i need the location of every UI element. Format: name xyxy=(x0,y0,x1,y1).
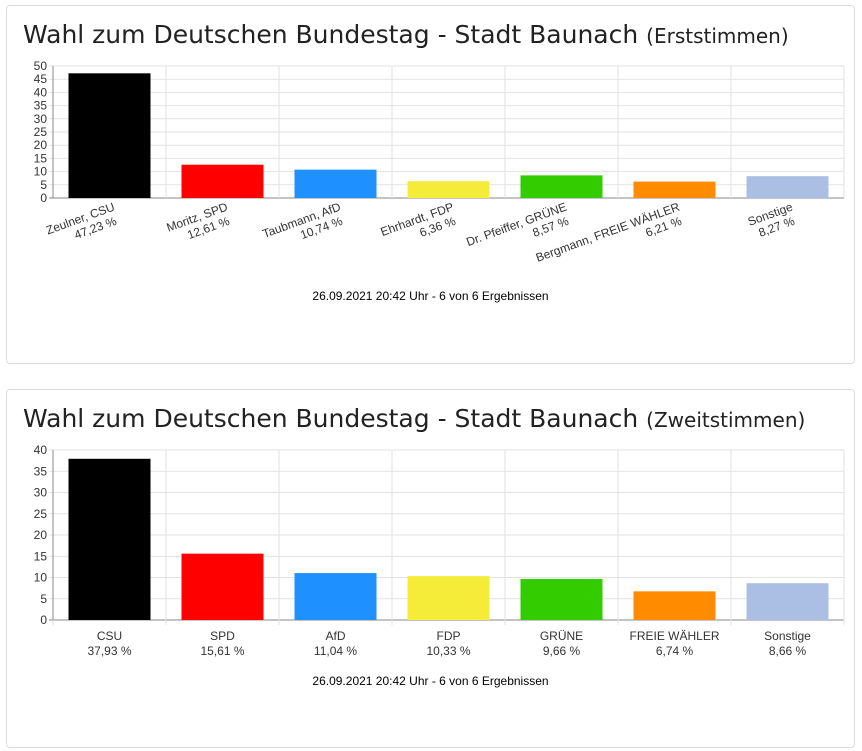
chart-card-erststimmen: Wahl zum Deutschen Bundestag - Stadt Bau… xyxy=(6,5,855,364)
y-tick-label: 35 xyxy=(34,99,48,113)
chart-subtitle: (Zweitstimmen) xyxy=(646,408,806,432)
y-tick-label: 5 xyxy=(40,592,47,606)
y-tick-label: 45 xyxy=(34,72,48,86)
chart-title: Wahl zum Deutschen Bundestag - Stadt Bau… xyxy=(23,20,789,49)
y-tick-label: 30 xyxy=(34,486,48,500)
chart-footer: 26.09.2021 20:42 Uhr - 6 von 6 Ergebniss… xyxy=(312,289,549,303)
y-tick-label: 25 xyxy=(34,125,48,139)
y-tick-label: 0 xyxy=(40,613,47,627)
data-label: 15,61 % xyxy=(200,644,244,658)
data-label: 37,93 % xyxy=(87,644,131,658)
chart-title: Wahl zum Deutschen Bundestag - Stadt Bau… xyxy=(23,404,806,433)
bar[interactable] xyxy=(68,458,151,620)
chart-subtitle: (Erststimmen) xyxy=(646,24,789,48)
bar[interactable] xyxy=(407,181,490,198)
bar[interactable] xyxy=(520,578,603,620)
y-tick-label: 30 xyxy=(34,112,48,126)
y-tick-label: 10 xyxy=(34,165,48,179)
y-tick-label: 20 xyxy=(34,528,48,542)
data-label: 11,04 % xyxy=(314,644,357,658)
x-tick-label: FDP xyxy=(437,629,461,643)
x-tick-label: FREIE WÄHLER xyxy=(629,629,719,643)
y-tick-label: 15 xyxy=(34,151,48,165)
y-tick-label: 35 xyxy=(34,464,48,478)
x-tick-label: AfD xyxy=(325,629,345,643)
bar[interactable] xyxy=(294,573,377,620)
bar[interactable] xyxy=(407,576,490,620)
bar[interactable] xyxy=(633,591,716,620)
x-tick-label: CSU xyxy=(97,629,122,643)
y-tick-label: 25 xyxy=(34,507,48,521)
y-tick-label: 5 xyxy=(40,178,47,192)
x-tick-label: Sonstige xyxy=(764,629,811,643)
y-tick-label: 20 xyxy=(34,138,48,152)
y-tick-label: 40 xyxy=(34,85,48,99)
bar[interactable] xyxy=(181,553,264,620)
bar[interactable] xyxy=(633,181,716,198)
chart-footer: 26.09.2021 20:42 Uhr - 6 von 6 Ergebniss… xyxy=(312,674,549,688)
chart-card-zweitstimmen: Wahl zum Deutschen Bundestag - Stadt Bau… xyxy=(6,389,855,748)
data-label: 8,66 % xyxy=(769,644,807,658)
data-label: 9,66 % xyxy=(543,644,581,658)
y-tick-label: 0 xyxy=(40,191,47,205)
y-tick-label: 10 xyxy=(34,571,48,585)
bar[interactable] xyxy=(746,176,829,198)
y-tick-label: 50 xyxy=(34,59,48,73)
bar[interactable] xyxy=(746,583,829,620)
x-tick-label: GRÜNE xyxy=(540,629,583,643)
data-label: 10,33 % xyxy=(426,644,470,658)
x-tick-label: SPD xyxy=(210,629,235,643)
data-label: 6,74 % xyxy=(656,644,694,658)
y-tick-label: 40 xyxy=(34,443,48,457)
y-tick-label: 15 xyxy=(34,549,48,563)
bar[interactable] xyxy=(294,169,377,198)
bar[interactable] xyxy=(520,175,603,198)
bar[interactable] xyxy=(68,73,151,198)
bar[interactable] xyxy=(181,164,264,198)
